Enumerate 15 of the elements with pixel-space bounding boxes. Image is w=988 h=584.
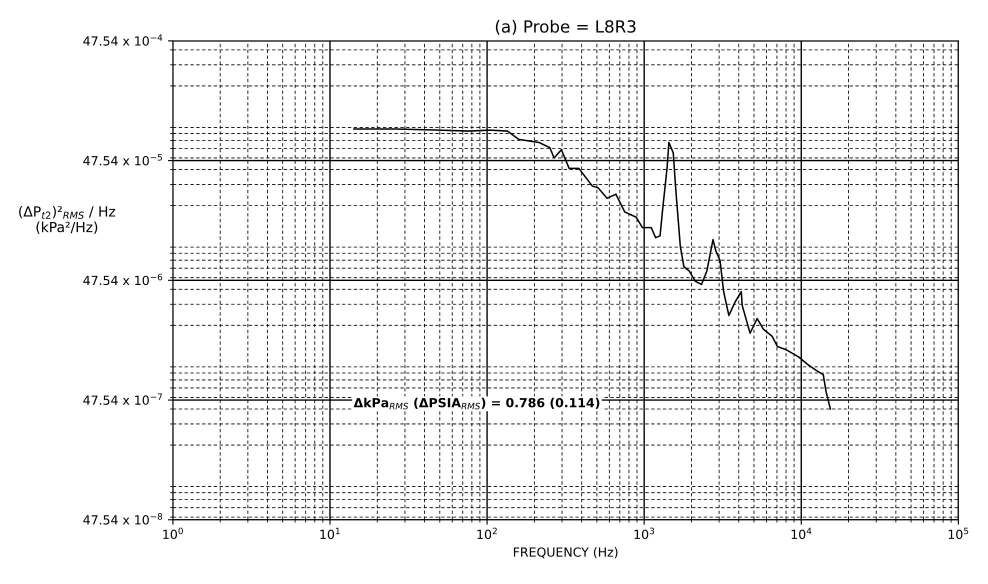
annotation: ΔkPa$_{RMS}$ (ΔPSIA$_{RMS}$) = 0.786 (0.114) <box>354 398 600 410</box>
y-tick-label: 47.54 x 10$^{−7}$ <box>83 394 162 405</box>
y-tick-label: 47.54 x 10$^{−6}$ <box>83 274 162 286</box>
x-tick-label: 10$^{0}$ <box>163 528 183 540</box>
chart-title: (a) Probe = L8R3 <box>496 20 636 35</box>
x-axis-title: FREQUENCY (Hz) <box>514 547 618 558</box>
y-axis-title: (ΔP$_{t2}$)²$_{RMS}$ / Hz (kPa²/Hz) <box>19 206 116 234</box>
x-tick-label: 10$^{5}$ <box>948 528 968 540</box>
x-tick-label: 10$^{4}$ <box>792 528 812 540</box>
x-tick-label: 10$^{1}$ <box>320 528 340 540</box>
x-tick-label: 10$^{2}$ <box>477 528 497 540</box>
y-tick-label: 47.54 x 10$^{−5}$ <box>83 154 162 166</box>
y-tick-label: 47.54 x 10$^{−8}$ <box>83 513 162 525</box>
x-tick-label: 10$^{3}$ <box>634 528 654 540</box>
y-tick-label: 47.54 x 10$^{−4}$ <box>83 34 162 46</box>
